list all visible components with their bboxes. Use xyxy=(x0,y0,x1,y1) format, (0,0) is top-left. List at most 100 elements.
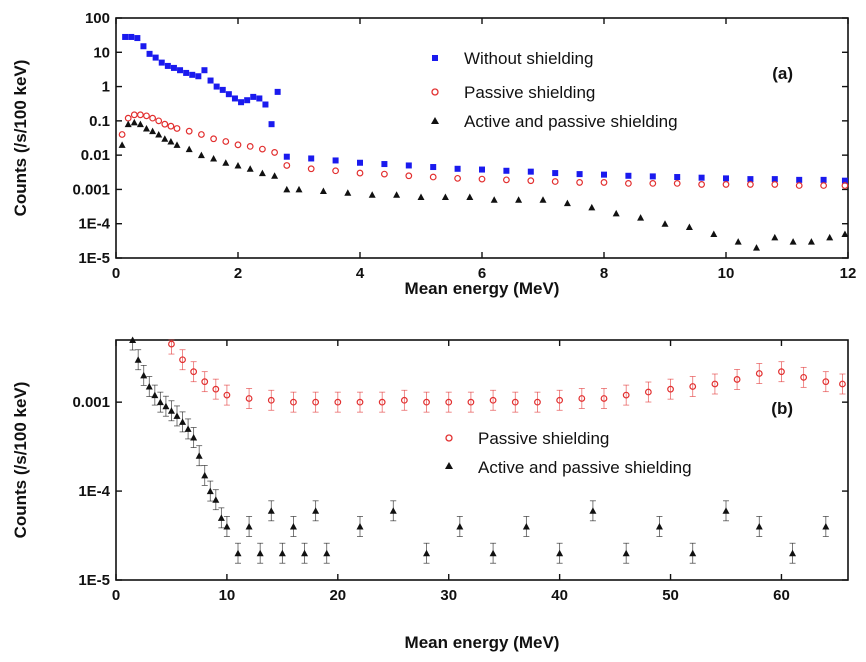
data-point xyxy=(267,396,275,404)
data-point xyxy=(195,452,203,459)
legend-marker-passive-shielding-b xyxy=(445,434,453,442)
legend-label-active-passive-shielding: Active and passive shielding xyxy=(464,112,678,131)
data-point xyxy=(185,145,193,153)
data-point xyxy=(256,95,263,102)
data-point xyxy=(711,380,719,388)
data-point xyxy=(405,172,413,180)
data-point xyxy=(179,418,187,425)
data-point xyxy=(841,230,849,238)
data-point xyxy=(136,120,144,128)
data-point xyxy=(503,176,510,184)
x-tick-label-0: 0 xyxy=(112,587,120,604)
legend-label-passive-shielding: Passive shielding xyxy=(464,83,595,102)
data-point xyxy=(588,203,596,211)
panel-b-y-axis: 0.001 1E-4 1E-5 xyxy=(72,394,848,589)
data-point xyxy=(747,176,754,183)
data-point xyxy=(189,71,196,78)
data-point xyxy=(381,170,388,178)
panel-a-x-axis: 0 2 4 6 8 10 12 xyxy=(112,18,856,282)
data-point xyxy=(755,522,763,530)
data-point xyxy=(183,69,190,76)
panel-a-legend: Without shielding Passive shielding Acti… xyxy=(431,49,678,131)
data-point xyxy=(400,396,408,404)
data-point xyxy=(195,73,202,80)
data-point xyxy=(223,391,231,399)
x-tick-label-40: 40 xyxy=(551,587,568,604)
data-point xyxy=(755,370,763,377)
data-point xyxy=(177,67,184,74)
legend-marker-active-passive-shielding xyxy=(431,117,439,124)
data-point xyxy=(234,549,242,557)
data-point xyxy=(164,62,171,69)
data-point xyxy=(820,182,827,189)
data-point xyxy=(283,162,291,169)
x-tick-label-50: 50 xyxy=(662,587,679,604)
legend-label-passive-shielding-b: Passive shielding xyxy=(478,429,609,448)
data-point xyxy=(789,238,797,245)
data-point xyxy=(344,189,352,196)
y-tick-label-1e-4: 1E-4 xyxy=(78,483,110,500)
data-point xyxy=(578,395,586,402)
data-point xyxy=(556,396,564,404)
data-point xyxy=(222,138,230,145)
data-point xyxy=(405,162,412,169)
data-point xyxy=(146,50,153,57)
data-point xyxy=(258,169,266,177)
data-point xyxy=(161,120,169,128)
panel-a-y-axis-title: Counts (/s/100 keV) xyxy=(11,60,30,217)
y-tick-label-1e-4: 1E-4 xyxy=(78,216,110,233)
data-point xyxy=(184,425,192,432)
data-point xyxy=(503,167,510,174)
data-point xyxy=(556,549,564,557)
data-point xyxy=(733,376,741,383)
data-point xyxy=(213,83,220,90)
data-point xyxy=(223,522,231,530)
data-point xyxy=(124,114,132,122)
panel-b-x-axis: 0 10 20 30 40 50 60 xyxy=(112,340,790,604)
data-point xyxy=(145,382,153,390)
data-point xyxy=(839,380,846,388)
panel-b-legend: Passive shielding Active and passive shi… xyxy=(445,429,692,477)
data-point xyxy=(723,175,729,182)
data-point xyxy=(283,153,290,160)
data-point xyxy=(771,233,779,241)
x-tick-label-60: 60 xyxy=(773,587,790,604)
panel-a-label: (a) xyxy=(772,64,793,83)
data-point xyxy=(479,166,485,173)
data-point xyxy=(244,97,251,104)
data-point xyxy=(238,99,245,106)
x-tick-label-30: 30 xyxy=(440,587,457,604)
data-point xyxy=(149,127,157,135)
data-point xyxy=(162,402,170,410)
data-point xyxy=(710,230,718,238)
data-point xyxy=(685,223,693,231)
x-tick-label-10: 10 xyxy=(219,587,236,604)
data-point xyxy=(417,193,425,201)
data-point xyxy=(393,191,401,198)
data-point xyxy=(489,396,497,404)
data-point xyxy=(250,93,257,100)
series-active-and-passive-shielding xyxy=(129,336,830,564)
data-point xyxy=(118,141,126,148)
data-point xyxy=(128,33,135,40)
data-point xyxy=(219,86,226,93)
data-point xyxy=(155,131,163,138)
data-point xyxy=(130,118,138,126)
data-point xyxy=(356,169,364,177)
data-point xyxy=(245,522,253,530)
data-point xyxy=(197,151,205,159)
data-point xyxy=(429,173,437,181)
data-point xyxy=(278,549,286,557)
legend-marker-active-passive-shielding-b xyxy=(445,462,453,469)
data-point xyxy=(197,131,205,138)
data-point xyxy=(151,391,159,399)
data-point xyxy=(319,187,327,194)
data-point xyxy=(511,398,519,406)
data-point xyxy=(534,398,541,406)
data-point xyxy=(673,179,681,187)
data-point xyxy=(332,157,339,164)
data-point xyxy=(323,549,331,557)
data-point xyxy=(644,388,652,396)
panel-b-data-marks xyxy=(129,336,846,564)
series-passive-shielding xyxy=(118,111,849,189)
